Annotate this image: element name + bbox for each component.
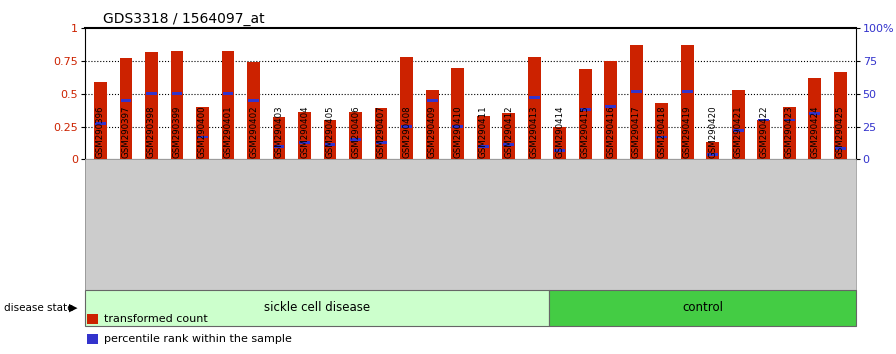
Bar [350,138,361,141]
Bar [452,125,463,128]
Bar [834,72,847,159]
Bar [630,45,642,159]
Bar [835,147,846,150]
Bar [809,112,820,115]
Bar [87,334,98,344]
Bar [87,314,98,324]
Text: ▶: ▶ [69,303,77,313]
Bar [706,142,719,159]
Bar [606,105,616,108]
Text: control: control [682,302,723,314]
Text: GDS3318 / 1564097_at: GDS3318 / 1564097_at [103,12,264,27]
Bar [375,108,387,159]
Bar [85,290,549,326]
Bar [655,103,668,159]
Bar [808,78,822,159]
Text: transformed count: transformed count [105,314,208,324]
Bar [94,82,107,159]
Bar [273,145,284,148]
Bar [503,113,515,159]
Bar [145,52,158,159]
Bar [197,136,208,138]
Bar [605,61,617,159]
Bar [146,92,157,95]
Text: percentile rank within the sample: percentile rank within the sample [105,334,292,344]
Bar [784,119,795,121]
Bar [401,125,412,128]
Bar [171,92,183,95]
Bar [299,141,310,144]
Bar [401,57,413,159]
Text: sickle cell disease: sickle cell disease [264,302,370,314]
Bar [682,90,693,93]
Bar [121,99,132,102]
Bar [95,122,106,125]
Bar [196,107,209,159]
Bar [324,143,335,146]
Bar [528,57,540,159]
Bar [221,51,235,159]
Bar [323,120,336,159]
Bar [657,136,668,138]
Bar [170,51,184,159]
Bar [119,58,133,159]
Bar [452,68,464,159]
Bar [477,116,489,159]
Bar [426,90,438,159]
Bar [247,62,260,159]
Bar [248,99,259,102]
Bar [732,90,745,159]
Bar [579,69,591,159]
Bar [757,120,771,159]
Bar [222,92,234,95]
Bar [426,99,437,102]
Bar [681,45,694,159]
Bar [631,90,642,93]
Bar [733,129,744,132]
Bar [298,112,311,159]
Bar [504,143,514,146]
Bar [272,118,286,159]
Bar [375,141,386,144]
Bar [707,153,719,155]
Text: disease state: disease state [4,303,74,313]
Bar [758,119,770,121]
Bar [349,112,362,159]
Bar [529,96,539,99]
Bar [478,145,488,148]
Bar [549,290,856,326]
Bar [555,149,565,152]
Bar [580,108,590,111]
Bar [554,126,566,159]
Bar [783,107,796,159]
